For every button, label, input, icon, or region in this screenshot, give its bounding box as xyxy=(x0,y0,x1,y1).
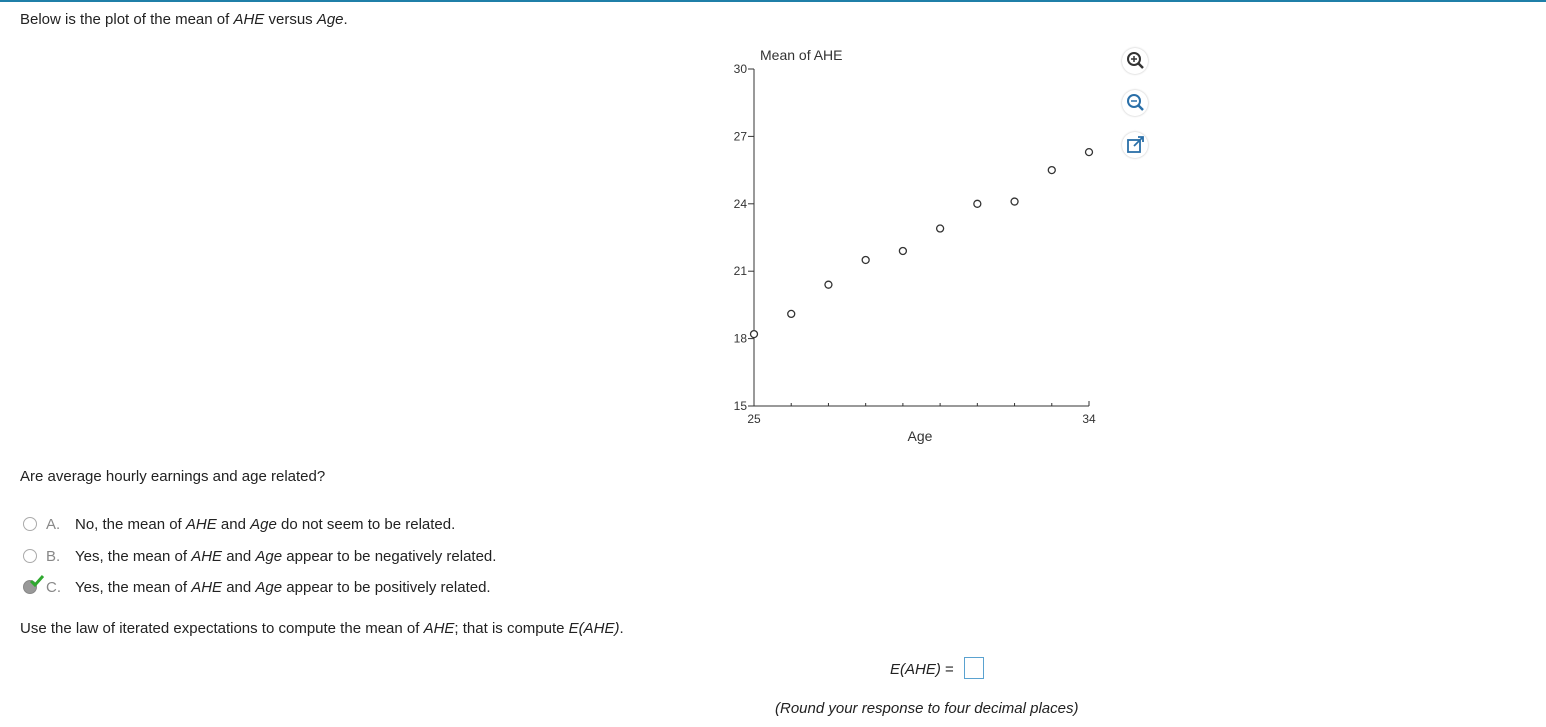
text: Yes, the mean of xyxy=(75,579,192,596)
text: No, the mean of xyxy=(75,516,186,533)
text: AHE xyxy=(191,579,223,596)
text: and xyxy=(216,516,251,533)
text: E(AHE) xyxy=(568,620,620,637)
text: Age xyxy=(250,516,277,533)
text: Use the law of iterated expectations to … xyxy=(20,620,424,637)
text: Below is the plot of the mean of xyxy=(20,11,234,28)
point xyxy=(1010,197,1019,206)
text: versus xyxy=(264,11,317,28)
zoom-in[interactable] xyxy=(1122,48,1148,74)
answer-prompt: E(AHE) = xyxy=(890,661,954,678)
text: appear to be negatively related. xyxy=(282,548,497,565)
text: AHE xyxy=(185,516,217,533)
zoom-in-icon xyxy=(1127,52,1144,69)
option-text[interactable]: Yes, the mean of AHE and Age appear to b… xyxy=(75,548,496,565)
option-letter: A. xyxy=(46,516,61,533)
option-text[interactable]: No, the mean of AHE and Age do not seem … xyxy=(75,516,455,533)
point xyxy=(1084,147,1094,157)
pop-out-icon xyxy=(1127,136,1144,153)
x-tick-label: 34 xyxy=(1082,412,1096,426)
text: . xyxy=(619,620,624,637)
text: E(AHE) xyxy=(890,661,941,678)
text: Age xyxy=(255,548,283,565)
text: and xyxy=(222,548,256,565)
intro: Below is the plot of the mean of AHE ver… xyxy=(20,11,348,28)
point xyxy=(973,199,982,208)
check-mark xyxy=(29,575,45,588)
text: = xyxy=(940,661,954,678)
text: ; that is compute xyxy=(454,620,569,637)
text: and xyxy=(222,579,256,596)
text: AHE xyxy=(191,548,223,565)
radio-b[interactable] xyxy=(23,549,37,563)
text: appear to be positively related. xyxy=(282,579,491,596)
text: AHE xyxy=(423,620,455,637)
zoom-out[interactable] xyxy=(1122,90,1148,116)
option-text[interactable]: Yes, the mean of AHE and Age appear to b… xyxy=(75,579,491,596)
top-bar xyxy=(0,0,1546,2)
zoom-out-icon xyxy=(1127,94,1144,111)
point xyxy=(1047,165,1056,175)
pop-out[interactable] xyxy=(1122,132,1148,158)
option-letter: B. xyxy=(46,548,61,565)
text: AHE xyxy=(233,11,265,28)
text: Age xyxy=(316,11,344,28)
question: Are average hourly earnings and age rela… xyxy=(20,468,326,485)
point xyxy=(935,224,945,233)
text: Age xyxy=(255,579,283,596)
point xyxy=(898,246,908,256)
y-axis-label: Mean of AHE xyxy=(760,47,843,63)
point xyxy=(861,255,870,265)
y-tick-label: 21 xyxy=(734,264,748,278)
point xyxy=(824,280,833,289)
answer-input[interactable] xyxy=(964,657,984,679)
note: (Round your response to four decimal pla… xyxy=(775,700,1079,717)
y-tick-label: 24 xyxy=(734,197,748,211)
text: . xyxy=(343,11,348,28)
radio-a[interactable] xyxy=(23,517,37,531)
point xyxy=(787,309,796,319)
text: Yes, the mean of xyxy=(75,548,192,565)
y-tick-label: 27 xyxy=(734,129,748,143)
x-axis-label: Age xyxy=(908,428,933,444)
x-tick-label: 25 xyxy=(747,412,761,426)
y-tick-label: 18 xyxy=(734,332,748,346)
option-letter: C. xyxy=(46,579,61,596)
point xyxy=(749,329,759,339)
text: do not seem to be related. xyxy=(276,516,456,533)
y-tick-label: 30 xyxy=(734,62,748,76)
y-tick-label: 15 xyxy=(734,399,748,413)
instruction: Use the law of iterated expectations to … xyxy=(20,620,624,637)
